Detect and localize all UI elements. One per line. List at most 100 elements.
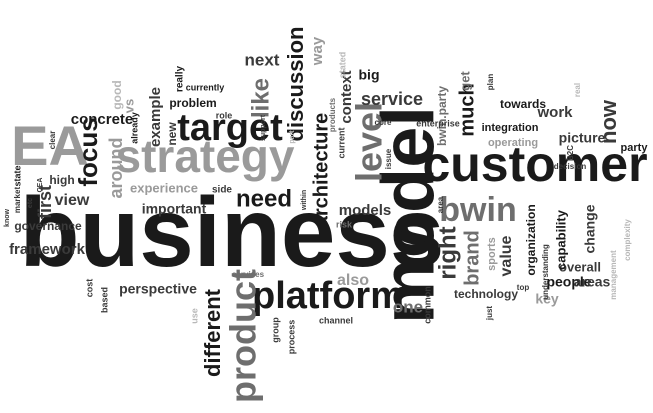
word-good: good	[110, 80, 124, 109]
word-within: within	[301, 190, 308, 211]
word-based: based	[99, 287, 109, 313]
word-much: much	[456, 83, 478, 136]
word-plan: plan	[486, 74, 495, 91]
word-brand: brand	[461, 230, 483, 286]
word-right: right	[434, 226, 461, 279]
word-organization: organization	[524, 204, 538, 275]
word-overall: overall	[559, 259, 601, 274]
word-state: state	[12, 165, 22, 186]
word-high: high	[49, 173, 74, 187]
word-currently: currently	[186, 82, 225, 92]
word-capability: capability	[553, 209, 568, 270]
word-sports: sports	[486, 237, 498, 271]
word-issue: issue	[384, 148, 393, 169]
word-technology: technology	[454, 287, 518, 301]
word-work: work	[536, 104, 573, 121]
word-business: business	[20, 177, 445, 287]
word-really: really	[175, 65, 186, 92]
word-perspective: perspective	[119, 281, 197, 297]
word-already: already	[129, 112, 139, 144]
word-use: use	[189, 308, 199, 324]
word-cost: cost	[84, 279, 94, 298]
word-one: one	[393, 297, 423, 316]
word-area: area	[436, 196, 445, 213]
word-value: value	[498, 235, 515, 276]
word-important: important	[142, 201, 207, 217]
word-stated: stated	[337, 52, 347, 79]
word-clear: clear	[48, 131, 57, 150]
word-core: core	[375, 118, 392, 127]
word-current: current	[336, 127, 346, 158]
word-top: top	[517, 283, 530, 292]
word-real: real	[573, 83, 582, 97]
word-target: target	[177, 107, 283, 149]
word-like: like	[247, 78, 274, 118]
word-group: group	[270, 317, 280, 343]
word-models: models	[339, 202, 392, 219]
word-need: need	[236, 185, 292, 212]
word-model: model	[367, 106, 450, 324]
word-ea: EA	[11, 114, 89, 177]
word-bwin-party: bwin.party	[435, 86, 449, 146]
word-get: get	[457, 71, 472, 91]
word-first: first	[35, 185, 55, 219]
word-now: now	[596, 99, 621, 144]
word-people: people	[546, 274, 591, 290]
word-areas: areas	[574, 274, 611, 290]
word-operating: operating	[488, 137, 538, 149]
word-around: around	[106, 138, 126, 199]
word-understanding: understanding	[541, 244, 550, 300]
word-support: support	[260, 114, 267, 141]
word-different: different	[200, 288, 225, 377]
word-product: product	[223, 269, 264, 403]
word-architecture: architecture	[310, 113, 332, 228]
word-experience: experience	[130, 180, 198, 195]
word-next: next	[245, 50, 280, 69]
word-change: change	[582, 204, 598, 253]
word-vs: vs	[121, 99, 136, 113]
word-governance: governance	[14, 219, 82, 233]
word-products: products	[328, 97, 337, 132]
word-enterprise: enterprise	[416, 118, 460, 128]
word-side: side	[212, 185, 232, 196]
word-platform: platform	[252, 275, 404, 317]
word-context: context	[338, 70, 355, 123]
word-example: example	[147, 87, 164, 147]
word-customer: customer	[422, 136, 647, 192]
word-know: know	[4, 209, 11, 227]
word-process: process	[286, 320, 296, 355]
word-management: management	[609, 250, 618, 300]
word-way: way	[309, 36, 326, 66]
word-also: also	[337, 272, 369, 289]
word-just: just	[485, 306, 494, 322]
word-party: party	[621, 142, 649, 154]
word-focus: focus	[73, 117, 103, 186]
word-integration: integration	[482, 122, 539, 134]
word-channel: channel	[319, 315, 353, 325]
word-big: big	[359, 67, 380, 83]
word-decision: decision	[554, 162, 587, 171]
word-services: services	[232, 270, 265, 279]
word-new: new	[165, 122, 179, 146]
word-towards: towards	[500, 97, 546, 111]
word-role: role	[216, 110, 233, 120]
word-framework: framework	[9, 241, 86, 258]
word-cea: CEA	[37, 178, 44, 193]
word-complexity: complexity	[623, 219, 632, 261]
word-risk: risk	[336, 219, 353, 229]
word-discussion: discussion	[283, 27, 308, 142]
word-view: view	[55, 192, 90, 209]
word-common: common	[422, 286, 432, 324]
word-strategy: strategy	[116, 130, 295, 182]
word-bwin: bwin	[439, 191, 516, 229]
word-level: level	[349, 102, 390, 182]
word-market: market	[13, 187, 22, 214]
word-picture: picture	[559, 130, 606, 146]
word-concrete: concrete	[71, 111, 134, 128]
word-b2c: B2C	[566, 145, 575, 161]
word-problem: problem	[169, 96, 216, 110]
word-key: key	[535, 291, 559, 307]
word-etc: etc	[27, 198, 34, 208]
